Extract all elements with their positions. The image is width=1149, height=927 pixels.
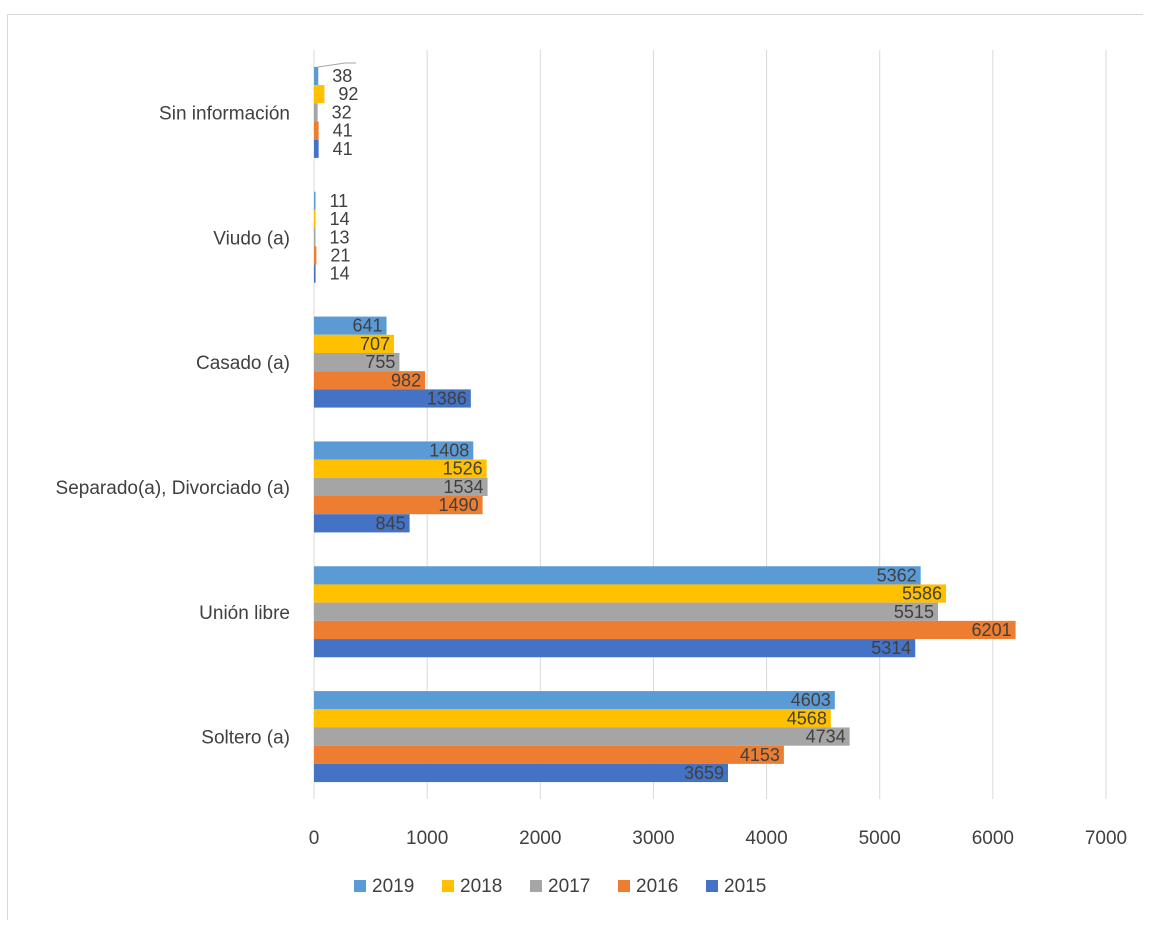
bar <box>314 514 410 533</box>
bar <box>314 745 784 764</box>
bar <box>314 620 1016 640</box>
gridlines <box>313 50 1107 799</box>
bar <box>314 264 316 283</box>
bar <box>314 228 316 247</box>
data-label: 14 <box>330 209 350 229</box>
x-tick-label: 2000 <box>519 828 561 849</box>
category-label: Casado (a) <box>196 353 290 374</box>
bar <box>314 691 835 710</box>
legend-label: 2016 <box>636 876 678 897</box>
x-tick-label: 6000 <box>972 828 1014 849</box>
x-tick-label: 4000 <box>745 828 787 849</box>
bar <box>314 566 921 585</box>
x-tick-label: 5000 <box>859 828 901 849</box>
x-tick-label: 0 <box>309 828 320 849</box>
data-label: 4568 <box>787 708 827 728</box>
bar <box>314 389 471 408</box>
legend-swatch <box>706 880 718 892</box>
bar <box>314 66 319 86</box>
bar <box>314 85 325 104</box>
bar <box>314 584 947 603</box>
data-label: 14 <box>330 264 350 284</box>
data-label: 5362 <box>877 565 917 585</box>
data-label: 1534 <box>444 477 484 497</box>
legend-label: 2015 <box>724 876 766 897</box>
leader-line <box>317 62 356 68</box>
legend-swatch <box>442 880 454 892</box>
bar <box>314 103 318 122</box>
bar <box>314 496 483 515</box>
data-label: 13 <box>330 227 350 247</box>
category-label: Separado(a), Divorciado (a) <box>56 478 290 499</box>
x-tick-labels: 0 1000 2000 3000 4000 5000 6000 7000 <box>309 828 1127 849</box>
bar <box>314 639 916 658</box>
data-label: 41 <box>333 139 353 159</box>
bar <box>314 727 850 746</box>
bar <box>314 352 400 372</box>
legend-label: 2019 <box>372 876 414 897</box>
bar <box>314 316 387 335</box>
bar <box>314 459 487 478</box>
category-label: Sin información <box>159 103 290 124</box>
legend: 2019 2018 2017 2016 2015 <box>354 876 766 897</box>
legend-swatch <box>354 880 366 892</box>
data-label: 4603 <box>791 690 831 710</box>
bar <box>314 121 319 140</box>
data-label: 4153 <box>740 745 780 765</box>
data-label: 21 <box>330 245 350 265</box>
category-labels: Sin información Viudo (a) Casado (a) Separa… <box>56 103 290 748</box>
legend-label: 2017 <box>548 876 590 897</box>
bar <box>314 246 317 265</box>
data-label: 6201 <box>972 620 1012 640</box>
data-label: 38 <box>332 66 352 86</box>
data-label: 5314 <box>871 638 911 658</box>
data-label: 11 <box>330 191 349 211</box>
data-label: 1526 <box>443 459 483 479</box>
data-label: 92 <box>338 84 358 104</box>
x-tick-label: 1000 <box>406 828 448 849</box>
category-label: Viudo (a) <box>213 228 290 249</box>
data-label: 41 <box>333 121 353 141</box>
legend-swatch <box>618 880 630 892</box>
legend-label: 2018 <box>460 876 502 897</box>
bar <box>314 209 316 229</box>
bar <box>314 763 728 783</box>
bars <box>314 66 1016 783</box>
data-label: 1408 <box>429 441 469 461</box>
bar <box>314 709 831 728</box>
data-label: 982 <box>391 370 421 390</box>
legend-swatch <box>530 880 542 892</box>
bar <box>314 334 394 353</box>
data-label: 707 <box>360 334 390 354</box>
data-label: 5586 <box>902 584 942 604</box>
x-tick-label: 3000 <box>632 828 674 849</box>
bar <box>314 477 488 497</box>
bar <box>314 441 474 460</box>
data-label: 3659 <box>684 763 724 783</box>
bar <box>314 602 938 621</box>
data-label: 1386 <box>427 388 467 408</box>
data-label: 755 <box>365 352 395 372</box>
bar <box>314 371 426 390</box>
data-labels: 3892324141111413211464170775598213861408… <box>317 62 1012 783</box>
category-label: Soltero (a) <box>201 728 290 749</box>
bar <box>314 191 316 210</box>
data-label: 4734 <box>806 727 846 747</box>
data-label: 32 <box>332 102 352 122</box>
data-label: 5515 <box>894 602 934 622</box>
category-label: Unión libre <box>199 603 290 624</box>
data-label: 1490 <box>439 495 479 515</box>
x-tick-label: 7000 <box>1085 828 1127 849</box>
data-label: 845 <box>376 513 406 533</box>
bar <box>314 139 319 158</box>
data-label: 641 <box>352 316 382 336</box>
